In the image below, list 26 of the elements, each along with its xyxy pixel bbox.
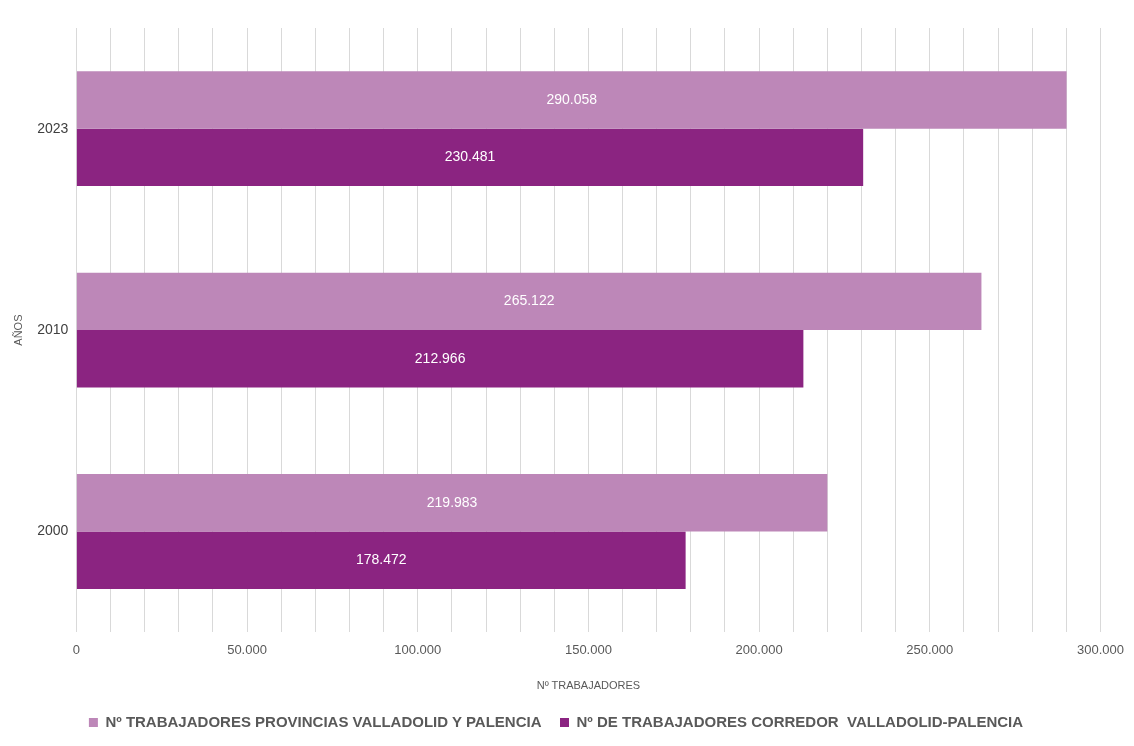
legend-label: Nº DE TRABAJADORES CORREDOR VALLADOLID-PALENCIA — [576, 712, 1024, 730]
x-tick-label: 0 — [72, 641, 80, 657]
data-label: 219.983 — [426, 493, 478, 510]
x-tick-label: 50.000 — [227, 641, 267, 657]
bar — [76, 128, 864, 187]
bar — [76, 531, 686, 589]
x-tick-label: 150.000 — [564, 641, 612, 657]
data-label: 178.472 — [355, 551, 407, 568]
data-label: 290.058 — [546, 90, 598, 107]
y-axis-title: AÑOS — [11, 314, 24, 346]
data-label: 230.481 — [444, 148, 496, 165]
bar — [76, 474, 828, 532]
bar — [76, 330, 804, 388]
bar — [76, 71, 1067, 129]
x-axis-title: Nº TRABAJADORES — [536, 679, 641, 692]
x-tick-label: 300.000 — [1077, 641, 1124, 657]
bar — [76, 272, 982, 331]
x-tick-label: 100.000 — [394, 641, 442, 657]
x-tick-label: 200.000 — [735, 641, 783, 657]
legend-label: Nº TRABAJADORES PROVINCIAS VALLADOLID Y PALENCIA — [105, 712, 542, 730]
y-tick-label: 2000 — [37, 522, 69, 539]
data-label: 265.122 — [503, 292, 555, 309]
y-tick-label: 2010 — [37, 320, 69, 337]
x-tick-label: 250.000 — [906, 641, 954, 657]
y-tick-label: 2023 — [37, 119, 69, 136]
data-label: 212.966 — [414, 349, 466, 366]
